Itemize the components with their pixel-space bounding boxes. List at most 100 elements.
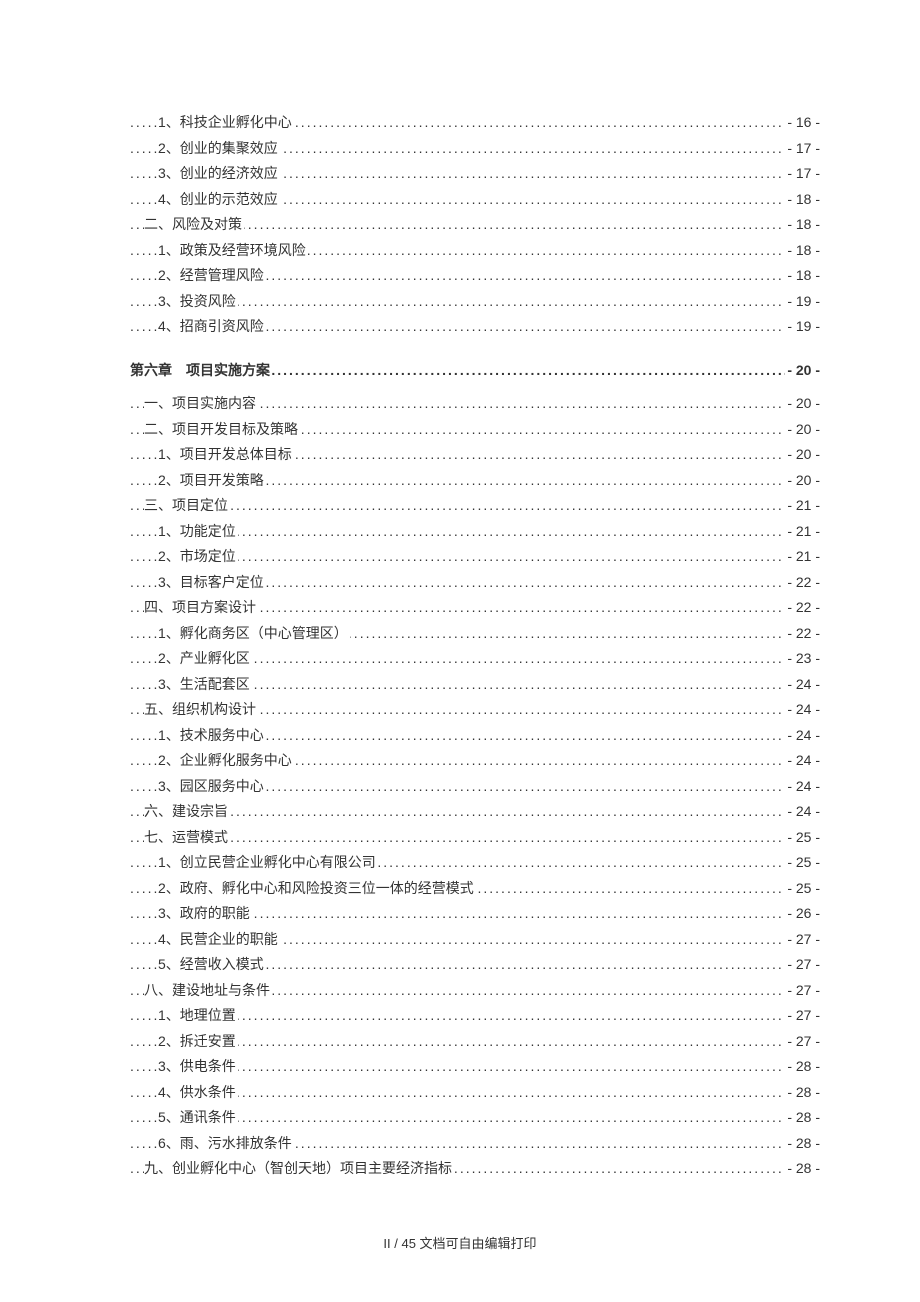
toc-page-number: - 23 - [785,646,820,672]
toc-page-number: - 25 - [785,825,820,851]
toc-entry: ........................................… [130,289,820,315]
toc-page-number: - 19 - [785,289,820,315]
toc-page-number: - 25 - [785,876,820,902]
toc-entry: ........................................… [130,442,820,468]
toc-entry: ........................................… [130,263,820,289]
toc-entry: ........................................… [130,952,820,978]
toc-entry: ........................................… [130,468,820,494]
toc-label: 2、项目开发策略 [158,472,266,488]
toc-label: 1、孵化商务区（中心管理区） [158,625,350,641]
toc-entry: ........................................… [130,1105,820,1131]
toc-entry: ........................................… [130,774,820,800]
toc-page-number: - 26 - [785,901,820,927]
toc-entry: ........................................… [130,110,820,136]
toc-entry: ........................................… [130,723,820,749]
toc-label: 3、创业的经济效应 [158,165,280,181]
toc-page-number: - 21 - [785,544,820,570]
toc-label: 1、地理位置 [158,1007,238,1023]
toc-label: 五、组织机构设计 [144,701,258,717]
toc-page-number: - 27 - [785,1003,820,1029]
toc-entry: ........................................… [130,825,820,851]
toc-label: 4、招商引资风险 [158,318,266,334]
toc-page-number: - 17 - [785,161,820,187]
toc-label: 2、创业的集聚效应 [158,140,280,156]
toc-entry: ........................................… [130,621,820,647]
toc-label: 3、政府的职能 [158,905,252,921]
toc-page-number: - 28 - [785,1156,820,1182]
toc-page-number: - 22 - [785,595,820,621]
toc-page-number: - 24 - [785,672,820,698]
toc-page-number: - 27 - [785,978,820,1004]
toc-label: 4、供水条件 [158,1084,238,1100]
toc-page-number: - 28 - [785,1054,820,1080]
toc-page-number: - 20 - [785,417,820,443]
toc-entry: ........................................… [130,136,820,162]
toc-label: 6、雨、污水排放条件 [158,1135,294,1151]
toc-label: 1、政策及经营环境风险 [158,242,308,258]
toc-entry: ........................................… [130,595,820,621]
toc-entry: ........................................… [130,314,820,340]
toc-label: 4、创业的示范效应 [158,191,280,207]
toc-page-number: - 27 - [785,1029,820,1055]
toc-entry: ........................................… [130,646,820,672]
toc-label: 七、运营模式 [144,829,230,845]
toc-label: 第六章 项目实施方案 [130,362,272,378]
toc-page-number: - 27 - [785,927,820,953]
toc-page-number: - 25 - [785,850,820,876]
toc-page-number: - 20 - [785,391,820,417]
toc-entry: ........................................… [130,519,820,545]
toc-page-number: - 24 - [785,774,820,800]
toc-entry: ........................................… [130,748,820,774]
toc-page-number: - 22 - [785,570,820,596]
toc-label: 5、通讯条件 [158,1109,238,1125]
toc-label: 四、项目方案设计 [144,599,258,615]
toc-label: 3、投资风险 [158,293,238,309]
toc-label: 六、建设宗旨 [144,803,230,819]
toc-label: 2、市场定位 [158,548,238,564]
toc-entry: ........................................… [130,978,820,1004]
toc-page-number: - 28 - [785,1105,820,1131]
toc-entry: ........................................… [130,212,820,238]
toc-page: ........................................… [0,0,920,1182]
toc-page-number: - 24 - [785,799,820,825]
toc-page-number: - 18 - [785,263,820,289]
toc-page-number: - 24 - [785,723,820,749]
toc-page-number: - 24 - [785,748,820,774]
toc-entry: ........................................… [130,672,820,698]
toc-label: 二、风险及对策 [144,216,244,232]
toc-label: 3、园区服务中心 [158,778,266,794]
toc-entry: ........................................… [130,570,820,596]
toc-label: 2、企业孵化服务中心 [158,752,294,768]
toc-dots: ........................................… [130,825,820,851]
toc-entry: ........................................… [130,901,820,927]
toc-entry: ........................................… [130,544,820,570]
toc-label: 4、民营企业的职能 [158,931,280,947]
toc-label: 2、拆迁安置 [158,1033,238,1049]
toc-entry: ........................................… [130,1080,820,1106]
toc-label: 1、功能定位 [158,523,238,539]
toc-entry: ........................................… [130,850,820,876]
toc-label: 3、目标客户定位 [158,574,266,590]
toc-label: 三、项目定位 [144,497,230,513]
toc-label: 5、经营收入模式 [158,956,266,972]
toc-label: 2、产业孵化区 [158,650,252,666]
toc-container: ........................................… [130,110,820,1182]
toc-label: 1、项目开发总体目标 [158,446,294,462]
toc-entry: ........................................… [130,1029,820,1055]
toc-label: 八、建设地址与条件 [144,982,272,998]
toc-label: 九、创业孵化中心（智创天地）项目主要经济指标 [144,1160,454,1176]
toc-dots: ........................................… [130,799,820,825]
toc-label: 3、供电条件 [158,1058,238,1074]
toc-entry: ........................................… [130,161,820,187]
toc-entry: ........................................… [130,876,820,902]
toc-page-number: - 19 - [785,314,820,340]
toc-entry: ........................................… [130,927,820,953]
toc-page-number: - 18 - [785,212,820,238]
toc-entry: ........................................… [130,1054,820,1080]
toc-label: 2、经营管理风险 [158,267,266,283]
toc-page-number: - 24 - [785,697,820,723]
toc-entry: ........................................… [130,697,820,723]
toc-page-number: - 20 - [785,468,820,494]
toc-entry: ........................................… [130,1131,820,1157]
page-footer: II / 45 文档可自由编辑打印 [0,1233,920,1252]
